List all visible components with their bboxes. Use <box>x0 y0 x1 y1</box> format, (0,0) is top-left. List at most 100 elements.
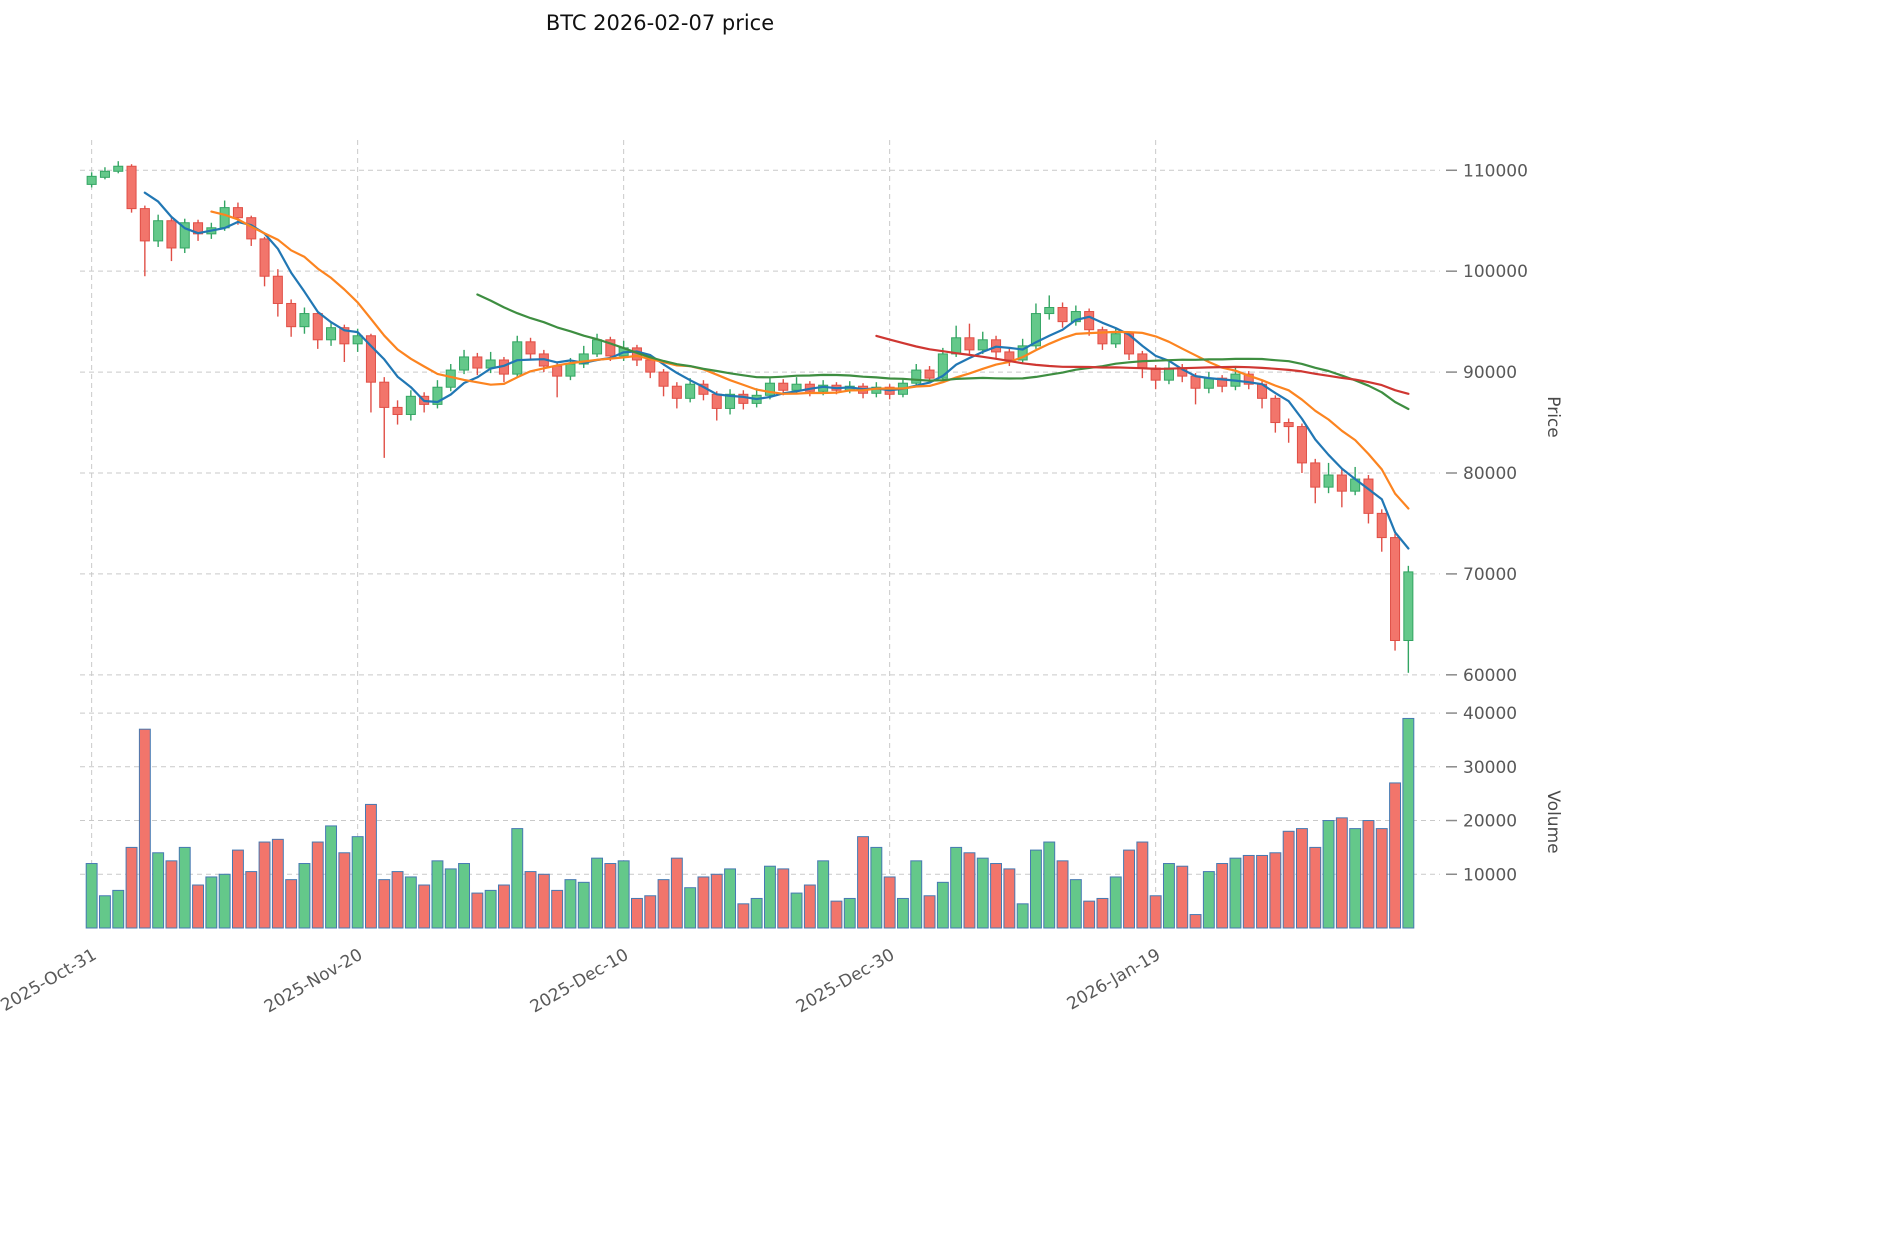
candle-body <box>472 356 483 369</box>
volume-bar <box>843 897 856 929</box>
volume-bar <box>883 876 896 929</box>
volume-bar <box>1389 782 1402 929</box>
candles <box>86 161 1414 673</box>
volume-bar <box>684 887 697 929</box>
volume-bar <box>551 889 564 929</box>
volume-bar <box>670 857 683 929</box>
volume-bar <box>1136 841 1149 929</box>
candle-body <box>339 327 350 345</box>
volume-bar <box>138 728 151 929</box>
candle-body <box>1283 422 1294 428</box>
candle-body <box>1044 307 1055 315</box>
candle-body <box>392 406 403 415</box>
volume-bar <box>444 868 457 929</box>
candle-body <box>1403 571 1414 642</box>
volume-bar <box>85 863 98 929</box>
candle-body <box>951 337 962 355</box>
volume-bar <box>1029 849 1042 929</box>
chart-title: BTC 2026-02-07 price <box>546 11 774 35</box>
volume-bar <box>205 876 218 929</box>
volume-tick-label: 30000 <box>1463 758 1517 778</box>
candle-body <box>738 393 749 404</box>
candle-body <box>1363 478 1374 514</box>
volume-bar <box>511 828 524 929</box>
candle-body <box>1270 397 1281 424</box>
volume-bar <box>591 857 604 929</box>
volume-bar <box>936 881 949 929</box>
volume-bar <box>325 825 338 929</box>
candle-body <box>272 275 283 304</box>
candle-body <box>1323 474 1334 488</box>
price-axis-label: Price <box>1543 396 1563 437</box>
volume-bar <box>763 865 776 929</box>
volume-bar <box>1216 863 1229 929</box>
volume-bar <box>1083 900 1096 929</box>
candle-body <box>525 341 536 355</box>
volume-bar <box>1295 828 1308 929</box>
candle-body <box>1296 426 1307 464</box>
candle-body <box>166 220 177 249</box>
x-tick-label: 2026-Jan-19 <box>1064 945 1164 1014</box>
volume-bar <box>231 849 244 929</box>
candle-body <box>1376 512 1387 539</box>
candle-body <box>671 385 682 399</box>
candle-body <box>1336 474 1347 492</box>
volume-bar <box>803 884 816 929</box>
x-tick-label: 2025-Nov-20 <box>261 945 366 1017</box>
volume-bar <box>697 876 710 929</box>
price-tick-label: 80000 <box>1463 464 1517 484</box>
volume-bar <box>1375 828 1388 929</box>
candle-body <box>658 371 669 387</box>
candle-body <box>405 395 416 415</box>
volume-bar <box>1229 857 1242 929</box>
volume-bar <box>963 852 976 929</box>
volume-bar <box>1123 849 1136 929</box>
volume-bar <box>564 879 577 929</box>
volume-bar <box>152 852 165 929</box>
candle-body <box>778 382 789 391</box>
volume-bar <box>1069 879 1082 929</box>
candle-body <box>432 386 443 405</box>
volume-bar <box>1309 846 1322 929</box>
price-tick-label: 110000 <box>1463 161 1528 181</box>
volume-bar <box>857 836 870 929</box>
volume-axis-label: Volume <box>1543 790 1563 853</box>
candle-body <box>1310 462 1321 488</box>
volume-bar <box>1202 871 1215 929</box>
ma5-line <box>143 191 1410 550</box>
volume-bar <box>351 836 364 929</box>
volume-bar <box>165 860 178 929</box>
volume-bar <box>1149 895 1162 929</box>
volume-bar <box>1256 854 1269 929</box>
candle-body <box>365 335 376 383</box>
volume-tick-label: 40000 <box>1463 704 1517 724</box>
candle-body <box>645 359 656 373</box>
candle-body <box>86 175 97 185</box>
volume-bar <box>1016 903 1029 929</box>
volume-bar <box>1189 914 1202 929</box>
volume-bar <box>537 873 550 929</box>
candle-body <box>964 337 975 351</box>
volume-bar <box>364 803 377 929</box>
candle-body <box>711 393 722 409</box>
candle-body <box>1070 311 1081 323</box>
volume-bar <box>98 895 111 929</box>
x-tick-label: 2025-Dec-10 <box>527 945 632 1017</box>
volume-bar <box>923 895 936 929</box>
candle-body <box>578 353 589 365</box>
candle-body <box>153 220 164 242</box>
candle-body <box>312 313 323 341</box>
candle-body <box>1390 537 1401 642</box>
volume-bar <box>1349 828 1362 929</box>
price-tick-label: 100000 <box>1463 262 1528 282</box>
volume-bar <box>870 846 883 929</box>
volume-bar <box>817 860 830 929</box>
candle-body <box>139 208 150 242</box>
volume-bar <box>112 889 125 929</box>
volume-bar <box>896 897 909 929</box>
volume-bar <box>497 884 510 929</box>
volume-bar <box>710 873 723 929</box>
volume-bar <box>990 863 1003 929</box>
